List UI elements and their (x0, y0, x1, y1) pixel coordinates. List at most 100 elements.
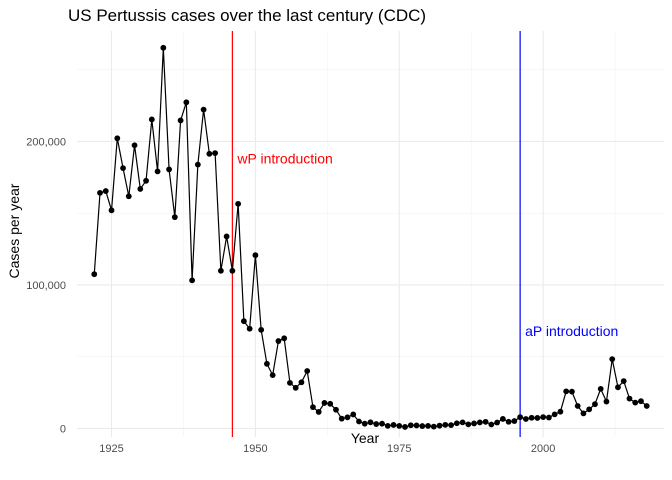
data-point (563, 388, 570, 395)
data-point (148, 116, 155, 123)
data-point (632, 399, 639, 406)
data-point (615, 384, 621, 391)
data-point (166, 166, 172, 173)
data-point (499, 416, 506, 422)
data-point (160, 44, 167, 51)
data-point (528, 414, 535, 421)
annotation-label: aP introduction (525, 323, 618, 339)
data-point (269, 372, 276, 379)
data-point (407, 422, 414, 429)
chart-title: US Pertussis cases over the last century… (68, 6, 426, 25)
data-point (367, 419, 374, 426)
data-point (626, 395, 633, 402)
data-point (246, 325, 253, 332)
data-point (315, 409, 322, 415)
data-point (200, 106, 207, 113)
data-point (252, 252, 259, 259)
data-point (643, 403, 650, 409)
data-point (471, 420, 477, 427)
data-point (373, 421, 380, 427)
data-point (137, 186, 144, 192)
data-point (333, 406, 339, 413)
data-point (494, 419, 501, 426)
data-point (465, 421, 472, 428)
data-point (258, 326, 265, 333)
data-point (448, 422, 454, 429)
data-point (125, 193, 132, 200)
data-point (413, 422, 420, 429)
data-point (442, 421, 449, 428)
data-point (459, 419, 466, 426)
data-point (356, 418, 362, 425)
data-point (183, 99, 190, 106)
data-point (574, 403, 581, 409)
data-point (505, 418, 512, 425)
data-point (281, 335, 288, 342)
data-point (522, 416, 529, 422)
annotation-labels: wP introduction aP introduction (236, 151, 618, 339)
data-point (327, 400, 334, 407)
data-point (540, 414, 547, 421)
data-point (321, 400, 328, 406)
data-point (275, 338, 282, 344)
data-point (154, 168, 161, 175)
data-point (609, 356, 616, 363)
data-point (580, 410, 587, 417)
data-point (476, 419, 483, 426)
data-point (298, 379, 305, 386)
data-point (419, 423, 426, 429)
data-point (292, 384, 299, 391)
y-axis-title: Cases per year (6, 183, 22, 278)
data-point (287, 379, 293, 386)
y-tick-label: 200,000 (26, 136, 66, 148)
x-tick-labels: 1925 1950 1975 2000 (99, 443, 555, 455)
data-point (131, 142, 138, 149)
data-point (551, 411, 558, 418)
data-point (304, 368, 311, 374)
data-point (586, 406, 593, 413)
data-point (120, 165, 126, 172)
data-point (453, 420, 460, 427)
data-point (511, 418, 518, 424)
data-point (229, 267, 236, 274)
data-point (235, 200, 242, 207)
data-point (206, 150, 213, 157)
data-point (379, 420, 385, 427)
data-point (102, 188, 109, 194)
data-point (350, 411, 357, 418)
data-point (240, 318, 247, 325)
data-point (517, 414, 524, 421)
data-point (620, 378, 627, 384)
data-point (488, 421, 495, 428)
data-point (310, 404, 316, 411)
data-point (223, 233, 230, 240)
data-point (97, 189, 103, 196)
x-tick-label: 1950 (243, 443, 267, 455)
data-point (546, 414, 552, 421)
data-point (557, 408, 564, 415)
data-point (143, 177, 149, 184)
data-point (592, 401, 598, 408)
data-point (430, 423, 437, 430)
data-point (534, 415, 541, 421)
data-point (603, 398, 610, 405)
data-point (338, 415, 345, 422)
x-tick-label: 1925 (99, 443, 123, 455)
data-point (344, 414, 351, 421)
data-point (436, 422, 443, 429)
y-tick-label: 100,000 (26, 280, 66, 292)
y-tick-label: 0 (60, 423, 66, 435)
data-point (171, 214, 178, 221)
data-point (108, 207, 115, 214)
annotation-label: wP introduction (236, 151, 332, 167)
x-tick-label: 2000 (531, 443, 555, 455)
data-point (390, 422, 397, 428)
x-tick-label: 1975 (387, 443, 411, 455)
annotation-lines (231, 31, 521, 437)
series (91, 44, 650, 430)
data-point (217, 267, 224, 274)
data-point (638, 398, 644, 405)
x-axis-title: Year (351, 430, 380, 446)
data-point (396, 423, 403, 429)
